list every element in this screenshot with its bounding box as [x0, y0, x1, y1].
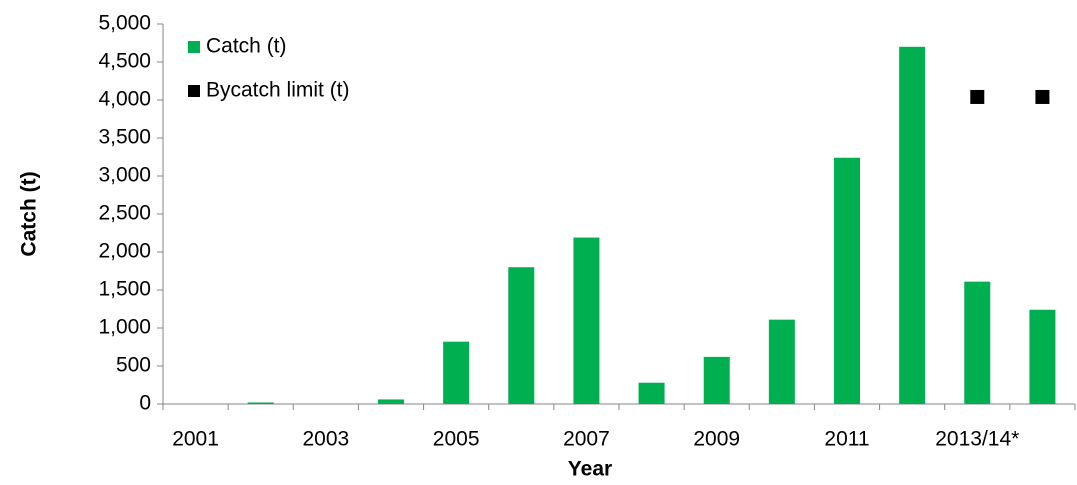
marker	[1035, 89, 1050, 104]
y-tick-label: 3,000	[98, 164, 151, 187]
x-tick-label: 2005	[433, 428, 480, 451]
bar	[443, 341, 470, 404]
y-tick-label: 2,000	[98, 240, 151, 263]
bar	[899, 46, 926, 405]
marker	[970, 89, 985, 104]
bar	[378, 399, 404, 404]
y-axis-title: Catch (t)	[18, 171, 41, 256]
bar	[964, 281, 991, 404]
bar	[1029, 309, 1056, 404]
bar	[768, 319, 795, 404]
x-tick-label: 2007	[563, 428, 610, 451]
y-tick-label: 1,000	[98, 316, 151, 339]
x-tick-label: 2001	[172, 428, 219, 451]
x-tick-label: 2013/14*	[935, 428, 1019, 451]
x-tick-label: 2009	[693, 428, 740, 451]
bar	[508, 267, 535, 404]
legend-swatch	[188, 85, 200, 97]
y-tick-label: 2,500	[98, 202, 151, 225]
y-tick-label: 3,500	[98, 126, 151, 149]
legend-swatch	[188, 41, 200, 53]
bar	[638, 382, 665, 404]
x-tick-label: 2011	[824, 428, 869, 451]
y-tick-label: 1,500	[98, 278, 151, 301]
legend-label: Bycatch limit (t)	[206, 79, 350, 102]
x-axis-title: Year	[568, 458, 612, 481]
y-tick-label: 0	[139, 392, 151, 415]
y-tick-label: 5,000	[98, 12, 151, 35]
legend-label: Catch (t)	[206, 35, 287, 58]
y-tick-label: 4,500	[98, 50, 151, 73]
bar	[573, 237, 600, 404]
bar	[834, 157, 860, 404]
bar	[703, 356, 730, 404]
y-tick-label: 500	[116, 354, 151, 377]
x-tick-label: 2003	[302, 428, 349, 451]
y-tick-label: 4,000	[98, 88, 151, 111]
bar	[247, 402, 274, 404]
